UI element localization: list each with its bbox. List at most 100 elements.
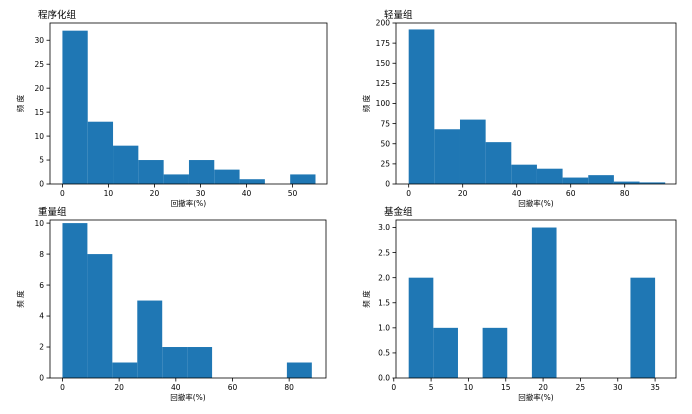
x-tick-label: 10	[104, 189, 114, 198]
y-tick-label: 150	[376, 59, 391, 68]
histogram-bar	[588, 175, 614, 184]
x-tick-label: 30	[196, 189, 206, 198]
x-tick-label: 10	[464, 383, 474, 392]
x-tick-label: 80	[284, 383, 294, 392]
y-tick-label: 20	[34, 84, 44, 93]
y-axis-label: 频 度	[361, 290, 371, 308]
y-tick-label: 15	[34, 108, 44, 117]
y-tick-label: 0	[385, 180, 390, 189]
y-tick-label: 10	[34, 219, 44, 228]
y-tick-label: 175	[376, 39, 391, 48]
x-tick-label: 60	[566, 189, 576, 198]
histogram-bar	[639, 182, 666, 184]
x-tick-label: 20	[538, 383, 548, 392]
histogram-bar	[408, 277, 434, 378]
histogram-bar	[433, 327, 458, 378]
y-tick-label: 4	[39, 312, 44, 321]
histogram-bar	[239, 179, 265, 184]
x-axis-label: 回撤率(%)	[170, 392, 206, 402]
y-tick-label: 0.5	[378, 349, 390, 358]
histogram-bar	[482, 327, 508, 378]
histogram-bar	[485, 142, 512, 184]
histogram-bar	[87, 121, 114, 184]
histogram-bar	[62, 30, 88, 184]
y-axis-label: 频 度	[15, 94, 25, 112]
x-tick-label: 0	[60, 383, 65, 392]
histogram-bar	[113, 145, 139, 184]
x-tick-label: 60	[228, 383, 238, 392]
y-tick-label: 0	[39, 180, 44, 189]
histogram-bar	[536, 168, 563, 184]
y-tick-label: 75	[380, 119, 390, 128]
panel-light-group: 0 20 40 60 80 0 25 50 75 100 125 150 175 200轻量组回撤率(%)…	[361, 9, 677, 208]
histogram-bar	[138, 160, 164, 184]
y-tick-label: 30	[34, 36, 44, 45]
x-tick-label: 40	[242, 189, 252, 198]
y-tick-label: 25	[380, 160, 390, 169]
y-tick-label: 5	[39, 156, 44, 165]
x-tick-label: 15	[501, 383, 511, 392]
x-tick-label: 5	[429, 383, 434, 392]
y-tick-label: 1.5	[378, 298, 390, 307]
x-tick-label: 0	[406, 189, 411, 198]
x-tick-label: 25	[576, 383, 586, 392]
x-axis-label: 回撤率(%)	[171, 198, 207, 208]
x-tick-label: 40	[171, 383, 181, 392]
histogram-bar	[163, 174, 189, 184]
y-tick-label: 125	[376, 79, 391, 88]
x-axis-label: 回撤率(%)	[518, 392, 554, 402]
y-tick-label: 2.0	[378, 273, 390, 282]
y-tick-label: 2	[39, 343, 44, 352]
x-tick-label: 0	[391, 383, 396, 392]
y-tick-label: 6	[39, 281, 44, 290]
panel-fund-group: 0 5 10 15 20 25 30 35 0.0 0.5 1.0 1.5 2.0 2.5 3.0 基金组回撤…	[361, 206, 677, 402]
histogram-bar	[87, 254, 113, 378]
x-axis-label: 回撤率(%)	[518, 198, 554, 208]
x-tick-label: 20	[458, 189, 468, 198]
y-tick-label: 3.0	[378, 223, 390, 232]
histogram-bar	[531, 227, 557, 378]
x-tick-label: 50	[288, 189, 298, 198]
x-tick-label: 35	[650, 383, 660, 392]
axes-frame	[49, 22, 328, 185]
histogram-bar	[459, 119, 486, 184]
histogram-bar	[188, 160, 215, 184]
y-tick-label: 8	[39, 250, 44, 259]
x-tick-label: 40	[512, 189, 522, 198]
panel-title: 轻量组	[384, 9, 413, 21]
y-tick-label: 10	[34, 132, 44, 141]
histogram-bar	[434, 129, 460, 184]
x-tick-label: 20	[150, 189, 160, 198]
y-axis-label: 频 度	[15, 290, 25, 308]
x-tick-label: 0	[60, 189, 65, 198]
panel-title: 程序化组	[38, 9, 77, 21]
histogram-bar	[112, 362, 138, 378]
y-tick-label: 1.0	[378, 324, 390, 333]
panel-title: 重量组	[38, 206, 67, 218]
panel-title: 基金组	[384, 206, 413, 218]
histogram-bar	[408, 29, 435, 184]
histogram-bar	[511, 164, 537, 184]
histogram-bar	[187, 347, 213, 378]
histogram-bar	[214, 169, 240, 184]
y-tick-label: 25	[34, 60, 44, 69]
axes-frame	[395, 219, 677, 379]
histogram-bar	[137, 300, 163, 378]
y-tick-label: 50	[380, 139, 390, 148]
x-tick-label: 80	[620, 189, 630, 198]
histogram-bar	[286, 362, 312, 378]
y-tick-label: 100	[376, 99, 391, 108]
y-tick-label: 0.0	[378, 374, 390, 383]
axes-frame	[49, 219, 327, 379]
histogram-bar	[162, 347, 188, 378]
histogram-bar	[290, 174, 316, 184]
y-tick-label: 2.5	[378, 248, 390, 257]
histogram-bar	[62, 223, 88, 378]
y-tick-label: 0	[39, 374, 44, 383]
histogram-bar	[562, 177, 589, 184]
histogram-bar	[630, 277, 656, 378]
histogram-bar	[613, 181, 640, 184]
